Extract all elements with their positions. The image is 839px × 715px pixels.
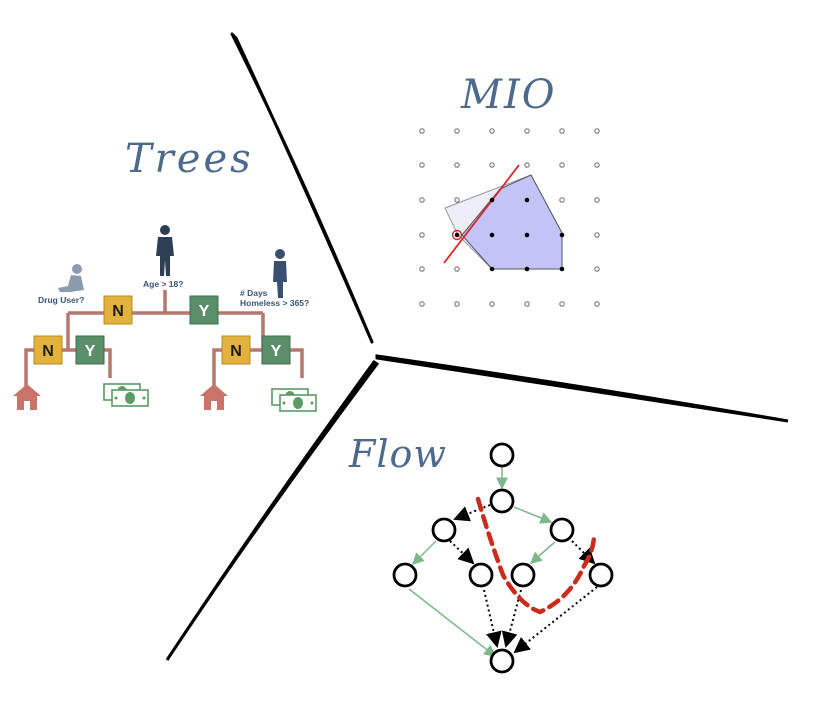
flow-node: [431, 517, 457, 543]
lattice-point: [559, 128, 565, 134]
lattice-point: [559, 162, 565, 168]
divider-left: [165, 359, 380, 661]
yes-label: Y: [199, 303, 210, 320]
trees-title: Trees: [125, 136, 254, 182]
tree-node-yes-top: Y: [189, 295, 219, 325]
lattice-point: [419, 197, 425, 203]
flow-section: Flow: [348, 432, 614, 674]
flow-node: [489, 488, 515, 514]
lattice-point: [454, 128, 460, 134]
section-dividers: [165, 32, 789, 661]
no-label: N: [42, 343, 54, 360]
lattice-point-feasible: [524, 266, 530, 272]
lattice-point-feasible: [489, 266, 495, 272]
cutting-plane: [443, 164, 520, 264]
house-icon: [200, 384, 228, 410]
question-age: Age > 18?: [143, 279, 183, 289]
yes-label: Y: [85, 343, 96, 360]
flow-node: [588, 562, 614, 588]
lattice-point: [489, 128, 495, 134]
green-arcs: [408, 467, 556, 657]
lattice-point: [419, 232, 425, 238]
lattice-point: [594, 232, 600, 238]
lattice-grid: [419, 128, 600, 307]
lattice-point: [489, 301, 495, 307]
tree-node-no-left: N: [33, 335, 63, 365]
tree-node-yes-right: Y: [261, 335, 291, 365]
money-icon: [271, 388, 317, 412]
tree-node-yes-left: Y: [75, 335, 105, 365]
flow-nodes: [392, 442, 614, 674]
lattice-point: [419, 301, 425, 307]
flow-node: [489, 648, 515, 674]
flow-node: [549, 517, 575, 543]
lattice-point: [419, 266, 425, 272]
no-label: N: [112, 303, 124, 320]
lattice-point: [489, 162, 495, 168]
divider-right: [375, 354, 789, 423]
tree-node-no-right: N: [221, 335, 251, 365]
flow-node: [468, 562, 494, 588]
lattice-point: [454, 162, 460, 168]
lattice-point: [454, 301, 460, 307]
lattice-point: [454, 266, 460, 272]
lattice-point-feasible: [454, 232, 460, 238]
black-dotted-arcs: [449, 504, 598, 654]
lattice-point: [419, 162, 425, 168]
lattice-point: [524, 162, 530, 168]
flow-title: Flow: [348, 432, 447, 476]
lattice-point: [559, 301, 565, 307]
flow-node: [392, 562, 418, 588]
lattice-point: [419, 128, 425, 134]
question-days-line2: Homeless > 365?: [240, 298, 309, 308]
lattice-point: [594, 301, 600, 307]
lattice-point: [594, 266, 600, 272]
lattice-point: [454, 197, 460, 203]
highlighted-point: [451, 229, 463, 241]
lattice-point: [594, 162, 600, 168]
divider-top: [230, 32, 374, 344]
lattice-point: [524, 128, 530, 134]
yes-label: Y: [271, 343, 282, 360]
no-label: N: [230, 343, 242, 360]
lattice-point-feasible: [559, 232, 565, 238]
person-standing-icon: [273, 249, 287, 298]
lattice-point-feasible: [559, 266, 565, 272]
person-standing-icon: [156, 225, 174, 276]
tree-node-no-top: N: [103, 295, 133, 325]
lattice-point: [594, 197, 600, 203]
convex-hull: [461, 174, 563, 270]
question-drug-user: Drug User?: [38, 295, 84, 305]
person-sitting-icon: [58, 264, 84, 292]
flow-node: [510, 562, 536, 588]
money-icon: [103, 383, 149, 407]
lattice-point-feasible: [524, 197, 530, 203]
flow-cut-path: [475, 496, 597, 615]
lattice-point: [594, 128, 600, 134]
house-icon: [13, 384, 41, 410]
question-days-line1: # Days: [240, 288, 268, 298]
flow-node: [489, 442, 515, 468]
mio-title: MIO: [460, 72, 557, 118]
lattice-point: [524, 301, 530, 307]
mio-section: MIO: [419, 72, 600, 307]
lattice-point-feasible: [489, 232, 495, 238]
lattice-point-feasible: [489, 197, 495, 203]
lattice-point-feasible: [524, 232, 530, 238]
trees-section: Trees N Y N Y N: [13, 136, 317, 412]
lattice-point: [559, 197, 565, 203]
